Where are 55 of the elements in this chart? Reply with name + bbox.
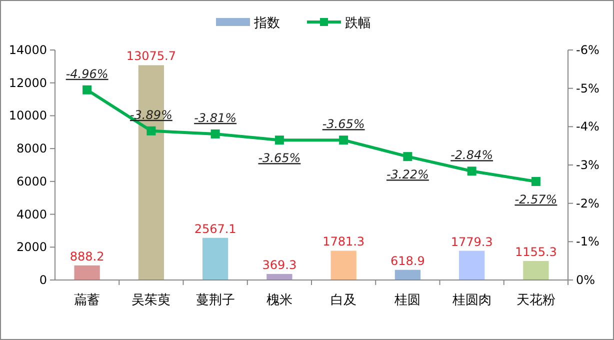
x-tick-label: 吴茱萸 <box>132 293 171 308</box>
y-tick-label: 14000 <box>8 43 47 57</box>
data-label: 13075.7 <box>126 49 176 64</box>
data-label: 888.2 <box>70 249 104 264</box>
y-tick-label: 2000 <box>16 240 47 254</box>
y2-tick-label: -1% <box>576 234 600 249</box>
data-label: 1781.3 <box>322 234 365 249</box>
data-label: -2.57% <box>514 192 558 206</box>
x-tick-label: 萹蓄 <box>74 293 100 308</box>
y2-tick-label: 0% <box>576 273 596 287</box>
data-label: 1779.3 <box>450 234 493 249</box>
data-label: 1155.3 <box>514 245 557 260</box>
data-label: 618.9 <box>390 254 425 268</box>
x-tick-label: 槐米 <box>266 293 292 308</box>
data-label: -2.84% <box>450 148 494 162</box>
point <box>531 176 540 186</box>
bar <box>330 250 356 280</box>
data-label: 2567.1 <box>194 222 236 236</box>
point <box>403 152 412 162</box>
bar <box>74 265 100 280</box>
y2-tick-label: -3% <box>576 158 600 172</box>
x-tick-label: 天花粉 <box>516 293 556 308</box>
data-label: -3.81% <box>194 110 237 125</box>
y-tick-label: 8000 <box>16 142 47 156</box>
point <box>339 136 348 145</box>
legend-label: 跌幅 <box>345 16 371 31</box>
bar <box>394 270 421 280</box>
point <box>146 126 156 136</box>
data-label: 369.3 <box>262 258 297 272</box>
y-tick-label: 4000 <box>16 207 47 222</box>
y-tick-label: 0 <box>39 273 47 287</box>
y-tick-label: 12000 <box>8 76 47 90</box>
y2-tick-label: -2% <box>576 196 600 210</box>
y-tick-label: 6000 <box>16 174 47 188</box>
y2-tick-label: -6% <box>576 43 600 57</box>
legend-label: 指数 <box>253 16 280 31</box>
x-tick-label: 桂圆 <box>394 293 421 308</box>
data-label: -3.65% <box>258 151 301 166</box>
point <box>82 85 92 94</box>
x-tick-label: 白及 <box>330 293 357 308</box>
point <box>210 129 220 138</box>
data-label: -3.65% <box>322 117 365 132</box>
x-tick-label: 蔓荆子 <box>196 293 235 308</box>
data-label: -4.96% <box>66 66 108 81</box>
x-tick-label: 桂圆肉 <box>451 293 492 308</box>
bar <box>523 261 549 280</box>
y2-tick-label: -4% <box>576 120 600 134</box>
point <box>274 136 284 145</box>
data-label: -3.22% <box>386 168 429 182</box>
y2-tick-label: -5% <box>576 81 600 96</box>
bar <box>266 274 292 280</box>
point <box>467 166 476 176</box>
y-tick-label: 10000 <box>8 108 47 123</box>
bar <box>202 238 228 280</box>
bar <box>458 250 485 280</box>
